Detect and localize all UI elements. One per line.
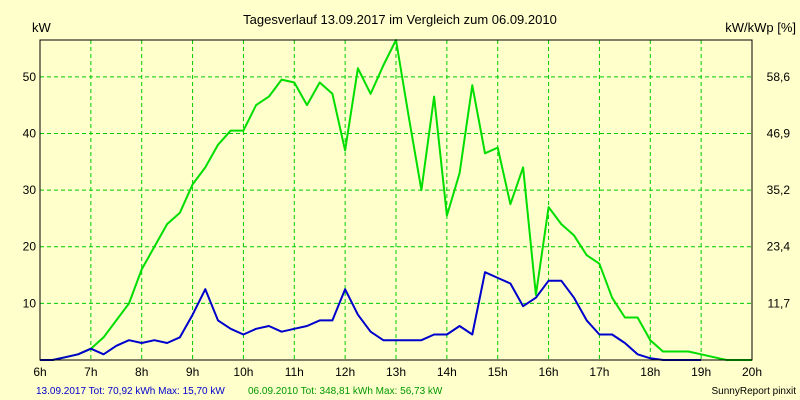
y-tick-label-right: 58,6: [767, 70, 791, 84]
x-tick-label: 20h: [742, 365, 762, 379]
y-tick-label-left: 10: [23, 296, 37, 310]
x-tick-label: 6h: [33, 365, 46, 379]
plot-frame: [39, 39, 753, 361]
x-tick-label: 9h: [186, 365, 199, 379]
y-tick-label-right: 46,9: [767, 126, 791, 140]
series-layer: [40, 39, 752, 361]
grid-lines: [40, 40, 752, 360]
y-tick-label-left: 30: [23, 183, 37, 197]
legend-blue-text: 13.09.2017 Tot: 70,92 kWh Max: 15,70 kW: [36, 386, 225, 397]
chart-title: Tagesverlauf 13.09.2017 im Vergleich zum…: [243, 12, 557, 27]
x-tick-label: 17h: [589, 365, 609, 379]
x-tick-label: 11h: [285, 365, 304, 379]
y-axis-label-right: kW/kWp [%]: [725, 20, 796, 35]
x-tick-label: 7h: [84, 365, 97, 379]
legend-green-text: 06.09.2010 Tot: 348,81 kWh Max: 56,73 kW: [248, 386, 443, 397]
brand-text: SunnyReport pinxit: [712, 386, 797, 397]
series-line: [40, 271, 702, 361]
x-tick-label: 13h: [386, 365, 406, 379]
tick-labels: 6h 7h 8h 9h 10h 11h 12h 13h 14h 15h 16h 17h 18h 19h 20…: [23, 70, 791, 379]
y-tick-label-right: 23,4: [767, 240, 791, 254]
y-tick-label-right: 11,7: [768, 296, 791, 310]
series-line: [40, 39, 752, 361]
y-tick-label-left: 50: [23, 70, 37, 84]
y-tick-label-left: 40: [23, 126, 37, 140]
x-tick-label: 14h: [437, 365, 457, 379]
y-tick-label-right: 35,2: [767, 183, 791, 197]
x-tick-label: 19h: [691, 365, 711, 379]
x-tick-label: 18h: [640, 365, 660, 379]
x-tick-label: 10h: [233, 365, 253, 379]
x-tick-label: 12h: [335, 365, 355, 379]
x-tick-label: 16h: [539, 365, 559, 379]
y-axis-label-left: kW: [32, 20, 52, 35]
x-tick-label: 8h: [135, 365, 148, 379]
x-tick-label: 15h: [488, 365, 508, 379]
y-tick-label-left: 20: [23, 240, 37, 254]
